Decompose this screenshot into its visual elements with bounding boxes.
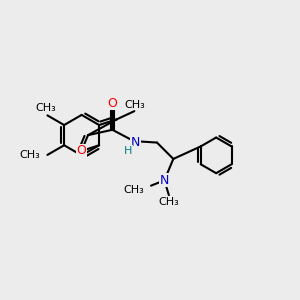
Text: N: N bbox=[160, 174, 169, 187]
Text: CH₃: CH₃ bbox=[19, 150, 40, 160]
Text: N: N bbox=[130, 136, 140, 149]
Text: CH₃: CH₃ bbox=[124, 100, 145, 110]
Text: CH₃: CH₃ bbox=[158, 197, 179, 207]
Text: O: O bbox=[107, 97, 117, 110]
Text: CH₃: CH₃ bbox=[35, 103, 56, 113]
Text: CH₃: CH₃ bbox=[124, 185, 144, 195]
Text: H: H bbox=[124, 146, 133, 156]
Text: O: O bbox=[76, 145, 86, 158]
